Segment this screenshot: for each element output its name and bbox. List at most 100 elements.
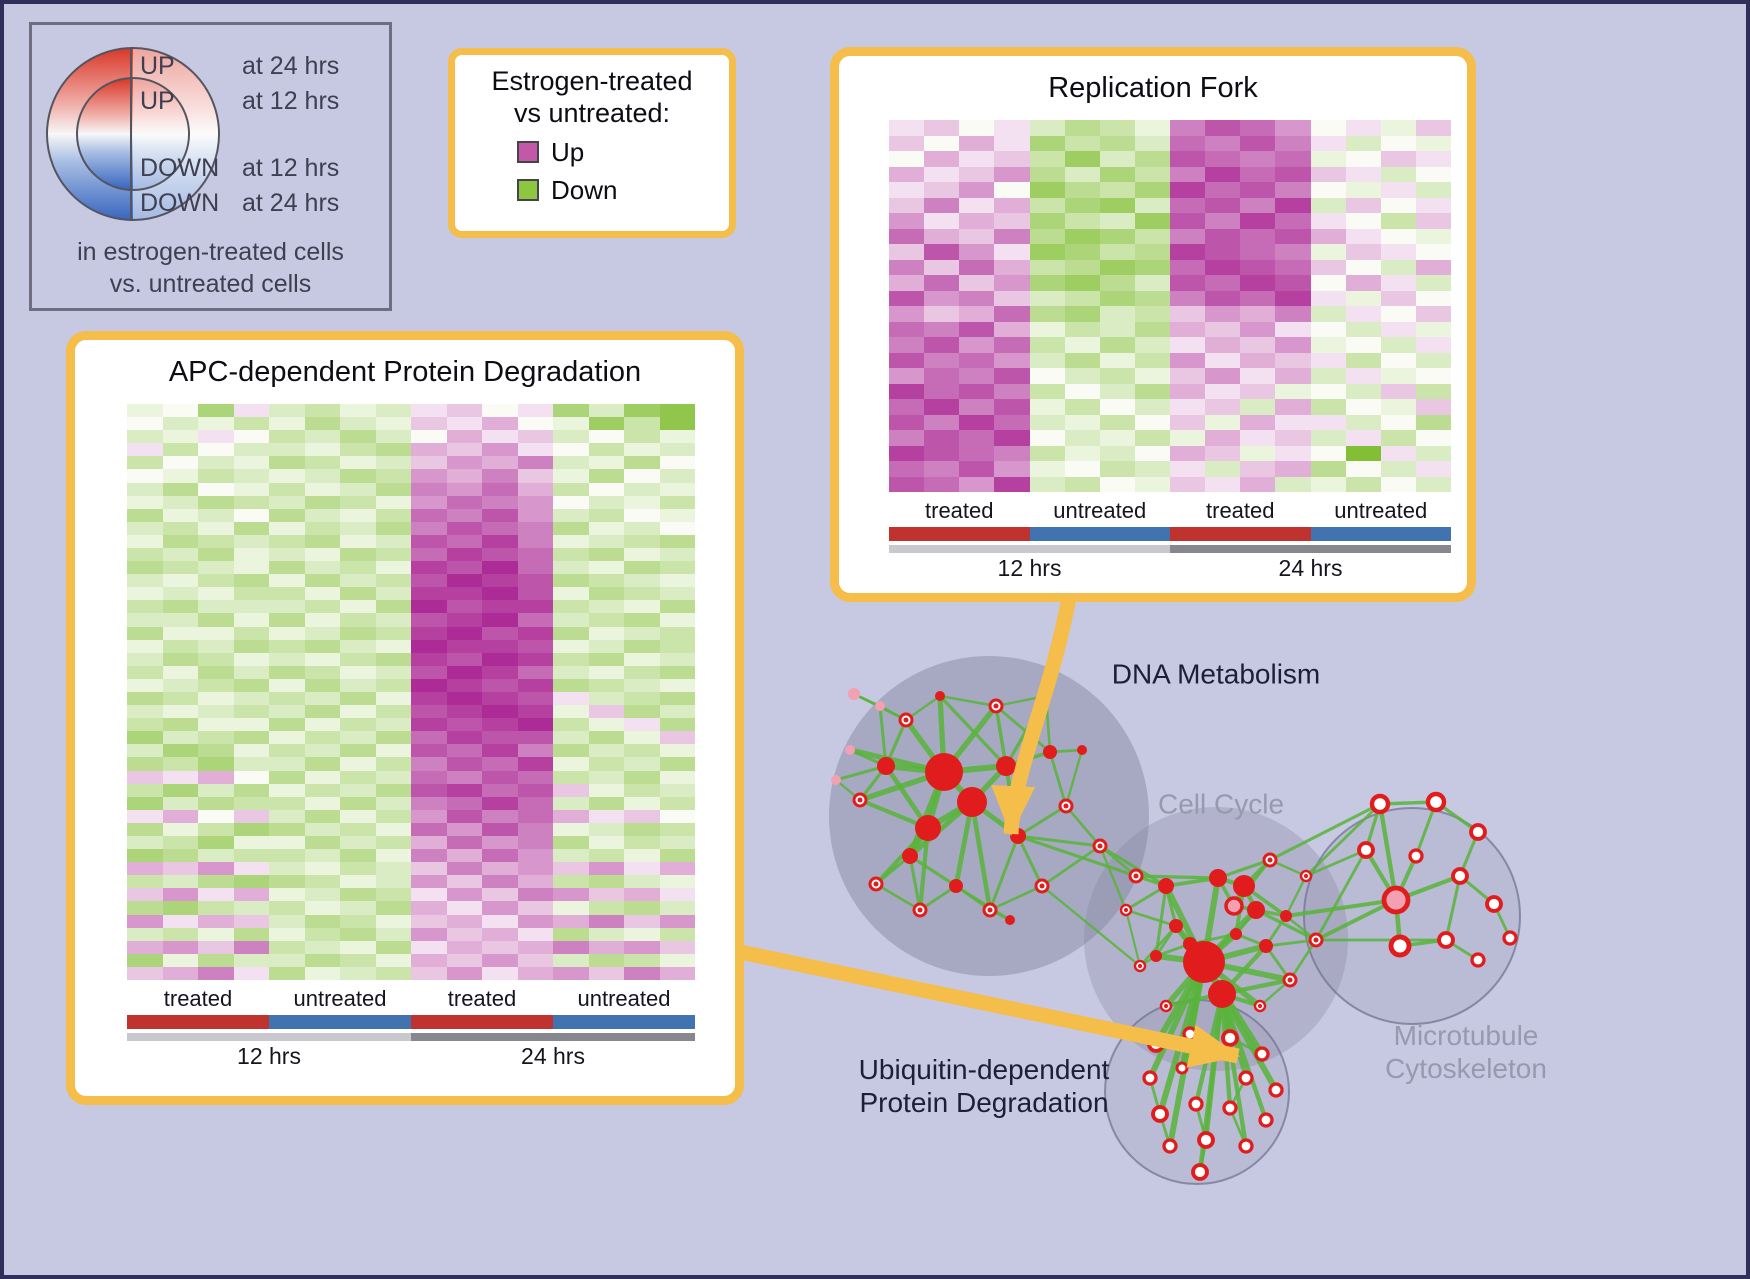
heatmap-cell	[1240, 321, 1276, 337]
network-node	[1209, 869, 1227, 887]
heatmap-cell	[198, 508, 234, 522]
heatmap-cell	[924, 461, 960, 477]
heatmap-cell	[1029, 476, 1065, 492]
legend-row-down-24: DOWN at 24 hrs	[140, 189, 384, 218]
heatmap-cell	[1415, 399, 1451, 415]
heatmap-cell	[624, 652, 660, 666]
heatmap-cell	[659, 600, 695, 614]
heatmap-cell	[269, 862, 305, 876]
down-label: Down	[551, 174, 618, 205]
heatmap-cell	[959, 197, 995, 213]
heatmap-cell	[1275, 461, 1311, 477]
heatmap-cell	[446, 822, 482, 836]
heatmap-cell	[624, 469, 660, 483]
heatmap-cell	[889, 383, 925, 399]
heatmap-cell	[588, 456, 624, 470]
heatmap-cell	[1099, 228, 1135, 244]
heatmap-cell	[162, 678, 198, 692]
circle-right-half-fade	[133, 79, 188, 189]
heatmap-cell	[1380, 306, 1416, 322]
heatmap-cell	[127, 482, 163, 496]
heatmap-cell	[659, 835, 695, 850]
heatmap-cell	[411, 495, 447, 509]
heatmap-cell	[269, 613, 305, 627]
heatmap-cell	[198, 613, 234, 627]
time-label-24hrs: 24 hrs	[521, 1043, 585, 1069]
heatmap-cell	[269, 888, 305, 902]
color-key-title: Estrogen-treated vs untreated:	[491, 65, 692, 130]
heatmap-cell	[1205, 321, 1241, 337]
heatmap-cell	[375, 430, 411, 444]
heatmap-cell	[375, 705, 411, 719]
heatmap-cell	[994, 430, 1030, 446]
network-node	[1169, 919, 1183, 933]
heatmap-cell	[375, 600, 411, 614]
heatmap-cell	[127, 862, 163, 876]
heatmap-cell	[446, 691, 482, 706]
heatmap-cell	[1345, 399, 1381, 415]
heatmap-cell	[1275, 151, 1311, 167]
network-node	[1267, 857, 1273, 863]
heatmap-cell	[482, 744, 518, 758]
heatmap-cell	[1345, 275, 1381, 291]
heatmap-cell	[375, 482, 411, 496]
network-node	[1063, 803, 1069, 809]
heatmap-cell	[889, 321, 925, 337]
network-edge	[1064, 748, 1084, 808]
heatmap-cell	[340, 770, 376, 784]
heatmap-cell	[198, 796, 234, 810]
network-node	[1224, 896, 1244, 916]
heatmap-cell	[924, 120, 960, 136]
heatmap-cell	[446, 927, 482, 941]
network-node	[1259, 939, 1273, 953]
heatmap-cell	[198, 534, 234, 548]
heatmap-cell	[1029, 337, 1065, 353]
heatmap-cell	[659, 417, 695, 431]
heatmap-cell	[304, 521, 340, 535]
heatmap-cell	[269, 521, 305, 535]
network-node	[1183, 937, 1197, 951]
heatmap-cell	[1345, 306, 1381, 322]
heatmap-cell	[1134, 306, 1170, 322]
heatmap-cell	[517, 744, 553, 758]
network-node	[1097, 843, 1103, 849]
network-edge	[1064, 804, 1102, 848]
heatmap-cell	[1099, 275, 1135, 291]
heatmap-cell	[924, 337, 960, 353]
heatmap-cell	[588, 875, 624, 889]
heatmap-cell	[1415, 151, 1451, 167]
network-edge	[1314, 848, 1368, 942]
heatmap-cell	[1310, 197, 1346, 213]
heatmap-cell	[304, 783, 340, 797]
heatmap-cell	[269, 508, 305, 522]
down-color-swatch	[517, 179, 539, 202]
heatmap-cell	[446, 914, 482, 928]
heatmap-cell	[1064, 461, 1100, 477]
heatmap-cell	[624, 639, 660, 653]
heatmap-cell	[1134, 182, 1170, 198]
heatmap-cell	[446, 849, 482, 863]
heatmap-cell	[411, 862, 447, 876]
heatmap-cell	[1134, 259, 1170, 275]
heatmap-cell	[127, 731, 163, 745]
up-label: Up	[551, 136, 585, 167]
heatmap-cell	[375, 875, 411, 889]
heatmap-cell	[659, 849, 695, 863]
heatmap-cell	[659, 456, 695, 470]
heatmap-cell	[959, 166, 995, 182]
heatmap-cell	[375, 587, 411, 601]
heatmap-cell	[1415, 306, 1451, 322]
network-node	[1280, 910, 1292, 922]
heatmap-cell	[1099, 306, 1135, 322]
heatmap-cell	[588, 888, 624, 902]
network-edge	[1264, 938, 1318, 948]
heatmap-cell	[1064, 151, 1100, 167]
heatmap-cell	[233, 914, 269, 928]
heatmap-cell	[269, 691, 305, 706]
heatmap-cell	[1099, 244, 1135, 260]
network-node	[1233, 875, 1255, 897]
heatmap-cell	[1415, 445, 1451, 461]
network-node	[1221, 1029, 1239, 1047]
heatmap-cell	[1064, 368, 1100, 384]
circle-divider-line	[130, 47, 132, 221]
